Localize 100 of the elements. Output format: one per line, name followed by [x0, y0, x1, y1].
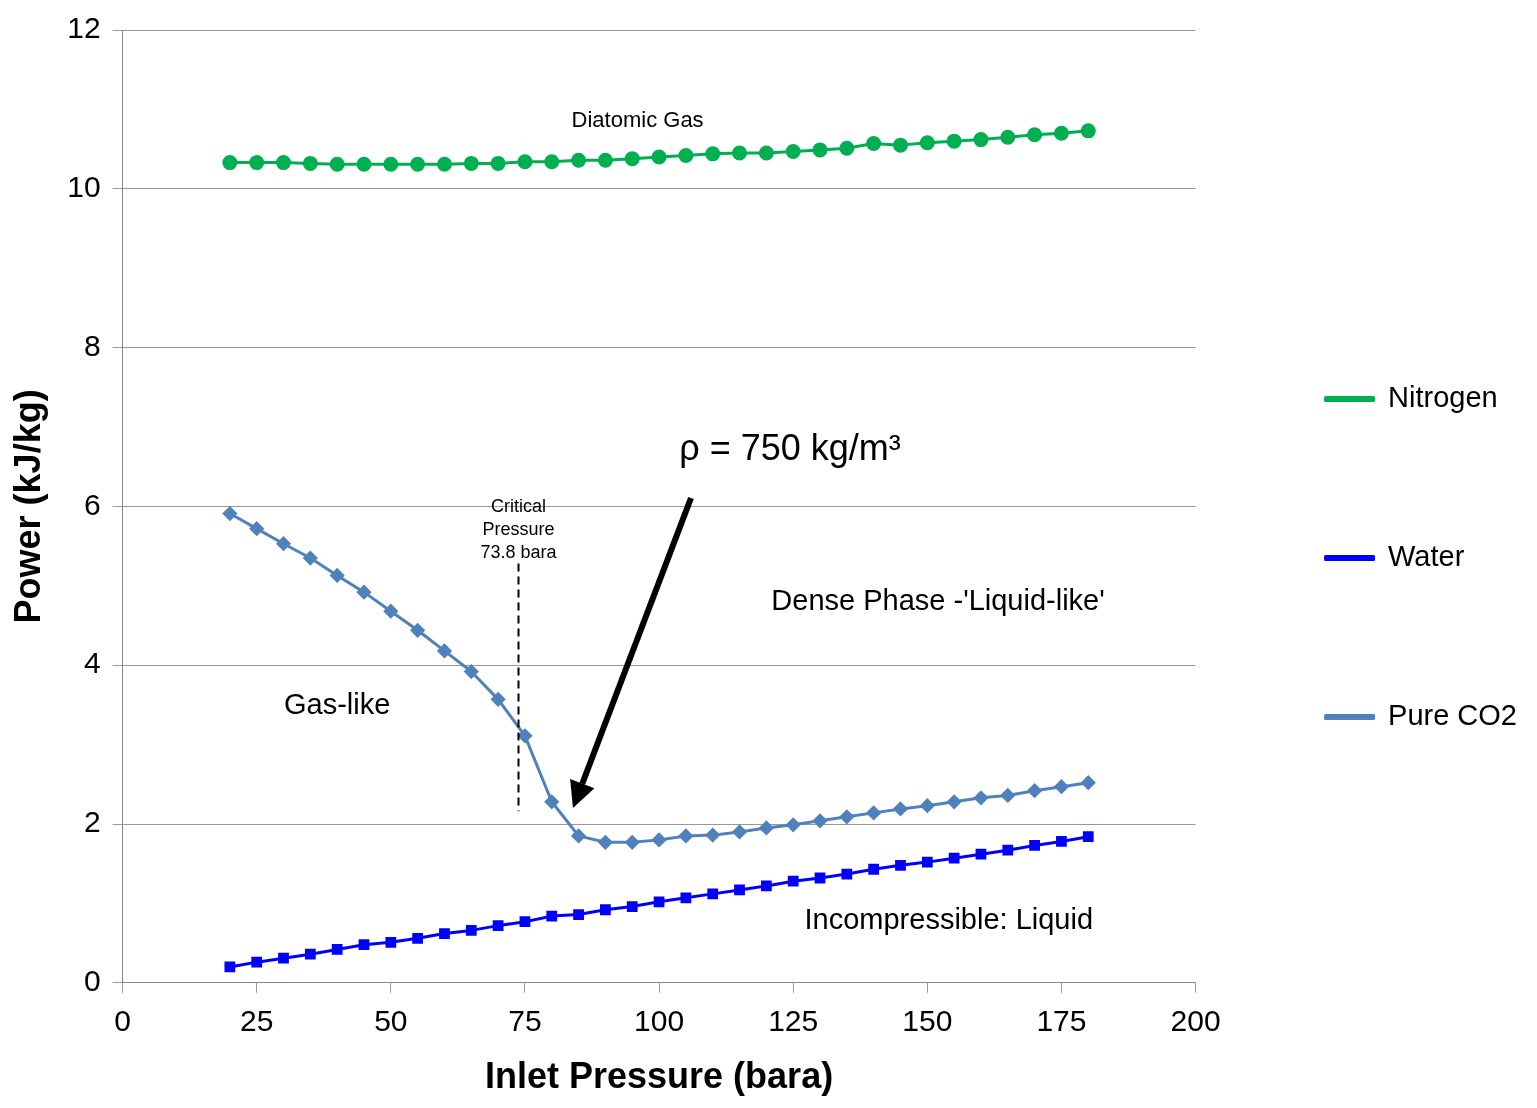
point [1027, 127, 1043, 143]
point [973, 132, 989, 148]
point [330, 568, 345, 583]
point [251, 956, 263, 968]
point [517, 728, 532, 743]
point [947, 794, 962, 809]
point [1081, 775, 1096, 790]
point [678, 828, 693, 843]
point [732, 145, 748, 161]
point [705, 146, 721, 162]
point [1029, 840, 1040, 851]
point [973, 790, 988, 805]
point [356, 156, 372, 172]
point [893, 801, 908, 816]
point [1002, 844, 1014, 856]
y-tick-label: 4 [83, 646, 101, 680]
point [1056, 836, 1067, 847]
point [866, 136, 882, 152]
point [1082, 831, 1094, 843]
point [892, 137, 908, 153]
y-tick-label: 8 [83, 328, 101, 362]
point [410, 623, 425, 638]
point [651, 149, 667, 165]
point [814, 872, 826, 884]
point [249, 155, 265, 171]
x-tick-label: 50 [374, 1004, 408, 1038]
point [573, 909, 584, 920]
point [597, 152, 613, 168]
ref-line-label: Critical Pressure 73.8 bara [480, 495, 558, 562]
point [249, 521, 264, 536]
point [571, 828, 586, 843]
point [329, 156, 345, 172]
x-tick-label: 200 [1170, 1004, 1221, 1038]
point [598, 835, 613, 850]
point [813, 813, 828, 828]
point [492, 920, 504, 932]
x-tick-label: 175 [1036, 1004, 1087, 1038]
point [734, 884, 745, 896]
point [624, 151, 640, 167]
point [276, 155, 292, 171]
point [410, 156, 426, 172]
point [465, 925, 477, 936]
point [1000, 129, 1016, 145]
point [331, 944, 343, 955]
point [383, 156, 399, 172]
point [758, 145, 774, 161]
point [785, 143, 801, 159]
point [812, 142, 828, 158]
point [276, 536, 291, 551]
point [760, 880, 772, 892]
point [303, 551, 318, 566]
point [895, 859, 906, 871]
legend-label: Pure CO2 [1388, 699, 1518, 731]
x-tick-label: 150 [902, 1004, 953, 1038]
point [356, 585, 371, 600]
point [546, 910, 558, 922]
point [759, 820, 774, 835]
y-tick-label: 2 [83, 805, 101, 839]
y-tick-label: 0 [83, 964, 101, 998]
point [302, 155, 318, 171]
point [707, 888, 719, 900]
point [383, 604, 398, 619]
point [839, 809, 854, 824]
x-tick-label: 75 [508, 1004, 542, 1038]
point [705, 828, 720, 843]
y-tick-label: 6 [83, 487, 101, 521]
point [463, 155, 479, 171]
point [439, 928, 450, 939]
y-axis-title: Power (kJ/kg) [6, 389, 48, 624]
point [1000, 788, 1015, 803]
point [975, 848, 987, 860]
point [571, 152, 587, 168]
annotation: Diatomic Gas [571, 106, 704, 132]
point [1054, 779, 1069, 794]
point [732, 824, 747, 839]
point [385, 936, 397, 948]
point [544, 794, 559, 809]
annotation: Dense Phase -'Liquid-like' [771, 583, 1105, 616]
point [437, 643, 452, 658]
point [919, 135, 935, 151]
point [490, 155, 506, 171]
annotation: Incompressible: Liquid [804, 902, 1094, 935]
x-tick-label: 100 [634, 1004, 685, 1038]
point [946, 133, 962, 149]
point [1027, 783, 1042, 798]
point [652, 832, 667, 847]
x-tick-label: 0 [114, 1004, 131, 1038]
point [841, 868, 853, 880]
legend-label: Nitrogen [1388, 381, 1498, 413]
annotation: Gas-like [283, 688, 391, 721]
point [358, 939, 370, 951]
point [786, 817, 801, 832]
point [921, 856, 933, 868]
legend-label: Water [1388, 540, 1465, 572]
point [436, 156, 452, 172]
point [224, 961, 236, 973]
point [278, 952, 289, 964]
point [678, 147, 694, 163]
x-axis-title: Inlet Pressure (bara) [484, 1055, 834, 1097]
x-tick-label: 25 [240, 1004, 274, 1038]
